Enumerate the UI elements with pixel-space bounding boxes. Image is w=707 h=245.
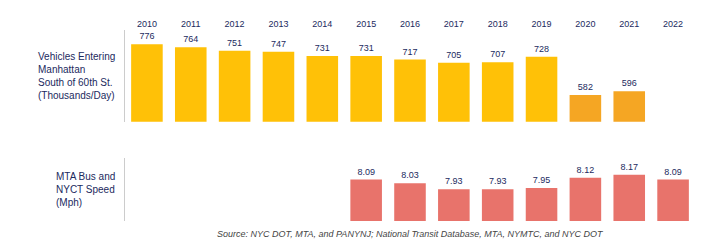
svg-text:2010: 2010 [137,19,157,29]
svg-text:7.95: 7.95 [533,175,551,185]
svg-text:MTA Bus andNYCT Speed(Mph): MTA Bus andNYCT Speed(Mph) [56,171,115,208]
svg-text:596: 596 [622,78,637,88]
svg-text:8.17: 8.17 [620,162,638,172]
svg-text:751: 751 [227,38,242,48]
svg-text:Vehicles EnteringManhattanSout: Vehicles EnteringManhattanSouth of 60th … [38,51,115,101]
svg-text:2022: 2022 [663,19,683,29]
svg-text:2019: 2019 [532,19,552,29]
svg-text:747: 747 [271,39,286,49]
svg-text:8.09: 8.09 [357,167,375,177]
svg-text:2020: 2020 [575,19,595,29]
svg-text:776: 776 [139,31,154,41]
svg-text:2015: 2015 [356,19,376,29]
svg-text:7.93: 7.93 [445,176,463,186]
svg-text:7.93: 7.93 [489,176,507,186]
svg-text:8.12: 8.12 [577,165,595,175]
svg-text:2021: 2021 [619,19,639,29]
svg-text:764: 764 [183,34,198,44]
svg-text:2017: 2017 [444,19,464,29]
svg-text:728: 728 [534,44,549,54]
svg-text:2013: 2013 [268,19,288,29]
svg-text:731: 731 [315,43,330,53]
svg-text:2018: 2018 [488,19,508,29]
svg-text:582: 582 [578,82,593,92]
svg-text:2014: 2014 [312,19,332,29]
svg-text:731: 731 [359,43,374,53]
svg-text:707: 707 [490,49,505,59]
svg-text:8.03: 8.03 [401,170,419,180]
svg-text:2012: 2012 [225,19,245,29]
svg-text:2011: 2011 [181,19,200,29]
svg-text:Source: NYC DOT, MTA, and PANY: Source: NYC DOT, MTA, and PANYNJ; Nation… [217,229,604,239]
svg-text:8.09: 8.09 [664,167,682,177]
svg-text:705: 705 [446,50,461,60]
svg-text:2016: 2016 [400,19,420,29]
svg-text:717: 717 [402,47,417,57]
